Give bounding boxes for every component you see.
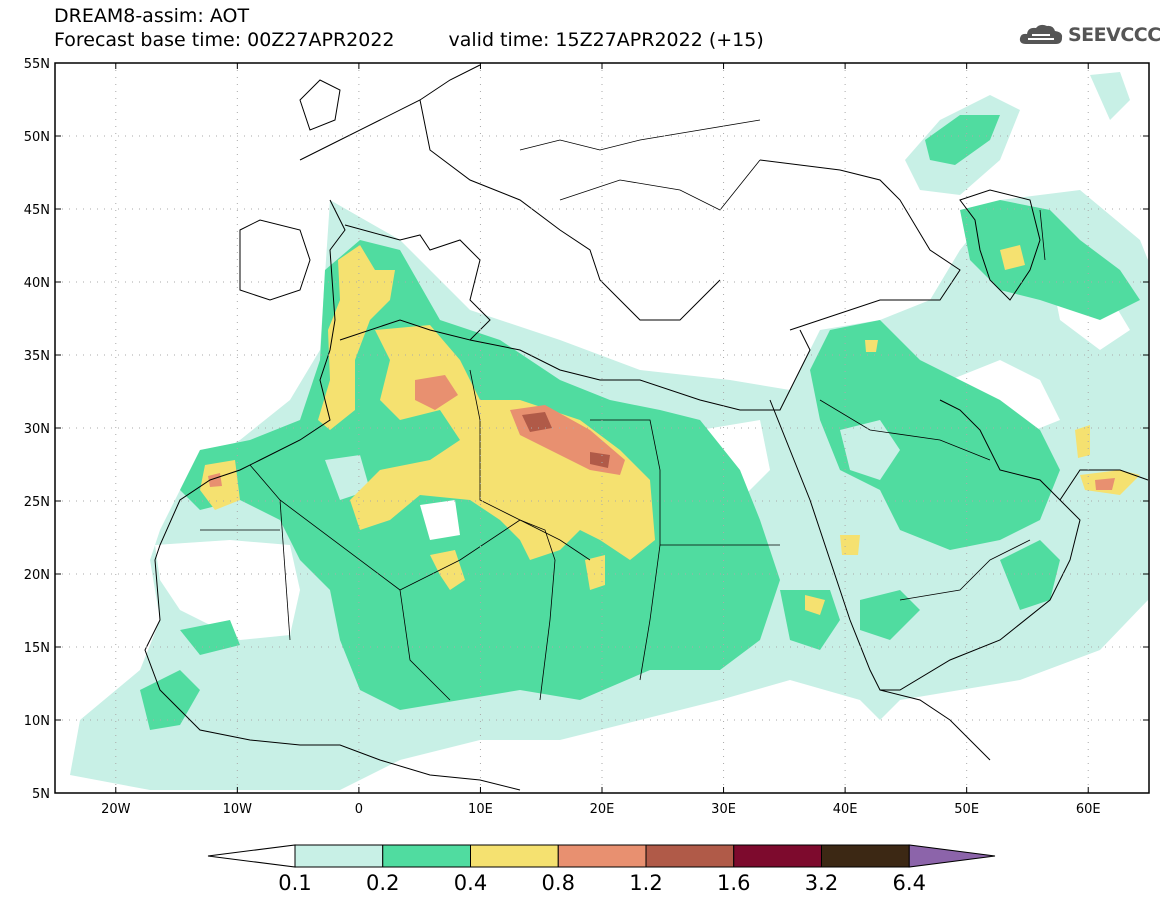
x-tick-label: 30E [711,802,736,817]
x-tick-label: 0 [355,802,363,817]
y-tick-label: 40N [24,276,50,291]
country-borders [200,119,1046,701]
colorbar-arrow-high [908,844,996,868]
y-tick-label: 50N [24,130,50,145]
valid-time: valid time: 15Z27APR2022 (+15) [448,29,764,51]
map-subtitle: Forecast base time: 00Z27APR2022 valid ti… [54,29,764,51]
colorbar-label: 0.1 [278,871,311,895]
coastlines [144,64,1149,791]
y-tick-label: 20N [24,568,50,583]
colorbar-segment [382,844,471,868]
y-tick-label: 55N [24,57,50,72]
y-tick-label: 45N [24,203,50,218]
aot-field [70,72,1148,790]
colorbar-label: 0.2 [366,871,399,895]
colorbar-label: 6.4 [893,871,926,895]
map-title: DREAM8-assim: AOT [54,5,250,27]
colorbar-label: 1.6 [717,871,750,895]
forecast-base-time: Forecast base time: 00Z27APR2022 [54,29,395,51]
y-tick-label: 15N [24,641,50,656]
colorbar-arrow-low [207,844,296,868]
y-tick-label: 25N [24,495,50,510]
colorbar-segment [557,844,647,868]
grid-lines [55,63,1149,793]
colorbar-label: 0.8 [542,871,575,895]
x-tick-label: 10W [223,802,253,817]
x-tick-label: 20W [101,802,131,817]
logo-text: SEEVCCC [1068,24,1161,46]
y-axis: 5N 10N 15N 20N 25N 30N 35N 40N 45N 50N 55N [24,57,1149,802]
aot-band-1-2 [522,412,610,468]
colorbar-label: 3.2 [805,871,838,895]
y-tick-label: 35N [24,349,50,364]
x-axis: 20W 10W 0 10E 20E 30E 40E 50E 60E [101,63,1101,817]
colorbar-label: 0.4 [454,871,487,895]
colorbar-segment [645,844,735,868]
cloud-logo-icon [1019,24,1063,44]
x-tick-label: 40E [833,802,858,817]
x-tick-label: 60E [1076,802,1101,817]
colorbar-segment [294,844,384,868]
colorbar-label: 1.2 [629,871,662,895]
y-tick-label: 30N [24,422,50,437]
aot-clear-inner [420,500,460,540]
colorbar-segment [733,844,822,868]
colorbar: 0.1 0.2 0.4 0.8 1.2 1.6 3.2 6.4 [207,844,996,895]
seevccc-logo: SEEVCCC [1018,22,1161,48]
x-tick-label: 50E [954,802,979,817]
y-tick-label: 5N [32,787,50,802]
colorbar-segment [470,844,559,868]
x-tick-label: 20E [590,802,615,817]
x-tick-label: 10E [468,802,493,817]
y-tick-label: 10N [24,714,50,729]
colorbar-segment [821,844,910,868]
